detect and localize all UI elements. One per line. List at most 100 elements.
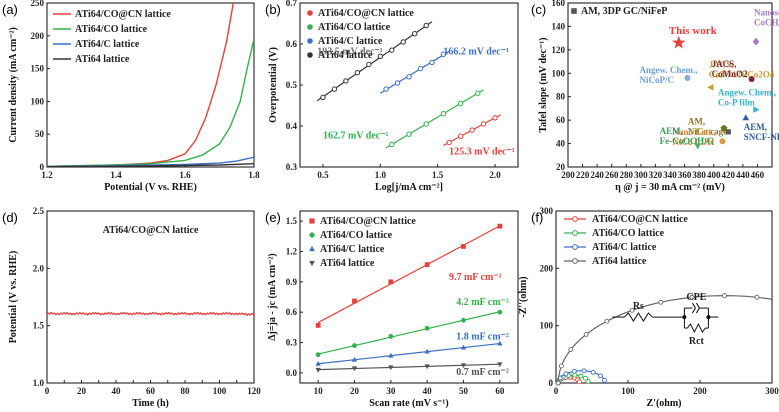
y-tick-label: 140 (552, 21, 566, 31)
point-label-line: SNCF-NR (744, 132, 779, 142)
data-point (377, 53, 384, 59)
x-axis-label: Time (h) (132, 398, 169, 409)
plot-frame (299, 210, 519, 384)
x-tick-label: 30 (386, 386, 396, 396)
circuit-label-rct: Rct (689, 336, 705, 347)
point-label-line: CoCH/NF (754, 18, 779, 28)
y-tick-label: 50 (35, 129, 45, 139)
data-point (694, 143, 701, 150)
y-axis-label: Δj=ja - jc (mA cm⁻²) (267, 253, 278, 340)
data-point (568, 347, 574, 352)
data-point (722, 293, 727, 299)
data-point (307, 24, 313, 30)
y-axis-label: -Z''(ohm) (518, 276, 529, 317)
legend-label: ATi64 lattice (75, 54, 130, 65)
equivalent-circuit: Rs CPE Rct (612, 292, 719, 347)
plot-title: ATi64/CO@CN lattice (103, 225, 199, 236)
x-tick-label: 340 (663, 170, 677, 180)
data-point (460, 344, 467, 350)
fit-line (318, 342, 500, 365)
panel-label: (f) (531, 210, 543, 225)
panel-label: (c) (531, 2, 546, 17)
slope-annotation: 162.7 mV dec⁻¹ (323, 130, 389, 141)
fit-line (385, 89, 484, 149)
y-tick-label: 0.3 (286, 162, 298, 172)
point-label-line: Co-P film (718, 98, 755, 108)
data-point (406, 131, 412, 137)
x-tick-label: 80 (181, 386, 191, 396)
legend-label: ATi64 lattice (592, 256, 647, 267)
point-label-line: NiCo cages (688, 126, 731, 136)
data-point (672, 35, 686, 49)
data-point (572, 372, 578, 378)
point-label-line: Angew. Chem., (639, 65, 697, 75)
point-label: JACS, CoMnO2 (712, 59, 749, 79)
panel-label: (b) (265, 2, 281, 17)
data-point (581, 368, 587, 374)
y-tick-label: 120 (552, 45, 566, 55)
panel-b: 0.5 1.0 1.5 2.0 0.3 0.4 0.5 0.6 0.7 Log[j/mA cm⁻²… (265, 0, 519, 193)
data-point (440, 51, 447, 57)
data-point (497, 309, 503, 315)
data-point (331, 86, 338, 92)
x-tick-label: 360 (678, 170, 692, 180)
data-point (307, 52, 313, 58)
capacitance-annotation: 0.7 mF cm⁻² (456, 367, 509, 378)
panel-a: 1.2 1.4 1.6 1.8 0 50 100 150 200 250 Potential (V … (2, 0, 260, 193)
fit-line (380, 50, 450, 94)
x-tick-label: 0 (45, 386, 50, 396)
data-point (475, 90, 481, 96)
x-axis-label: Z'(ohm) (647, 398, 682, 409)
y-axis-label: Current density (mA cm⁻²) (8, 27, 19, 143)
x-tick-label: 1.5 (432, 170, 444, 180)
legend-label: ATi64/CO@CN lattice (320, 216, 416, 227)
y-tick-label: 80 (556, 92, 566, 102)
legend-label: AM, 3DP GC/NiFeP (581, 6, 667, 17)
data-point (752, 37, 760, 46)
data-point (460, 363, 467, 369)
x-axis-label: Scan rate (mV s⁻¹) (369, 398, 448, 409)
y-tick-label: 100 (31, 96, 45, 106)
x-tick-label: 300 (765, 386, 779, 396)
y-axis-label: Tafel slope (mV dec⁻¹) (538, 37, 549, 132)
point-label: Angew. Chem., Co-P film (718, 88, 776, 108)
legend-marker (572, 230, 578, 236)
y-tick-label: 100 (552, 68, 566, 78)
y-tick-label: 300 (540, 206, 554, 216)
point-label-line: JACS, (712, 59, 737, 69)
data-point (725, 129, 731, 135)
point-label-line: CoMnO2 (712, 69, 749, 79)
slope-annotation: 166.2 mV dec⁻¹ (443, 46, 509, 57)
resistor-rct (687, 322, 709, 334)
x-tick-label: 240 (590, 170, 604, 180)
plot-frame (46, 210, 255, 384)
x-tick-label: 200 (693, 386, 707, 396)
legend-label: ATi64 lattice (320, 258, 375, 269)
point-label: AEM,SNCF-NR (744, 122, 779, 142)
data-point (423, 121, 429, 127)
x-tick-label: 260 (605, 170, 619, 180)
data-point (461, 317, 466, 323)
slope-annotation: 193.5 mV dec⁻¹ (317, 46, 383, 57)
point-label-line: NiCoP/C (639, 75, 674, 85)
panel-f: 0 100 200 300 0 100 200 300 Z'(ohm) -Z''(ohm) (f) A… (518, 206, 779, 409)
y-tick-label: 0.6 (286, 39, 298, 49)
data-point (492, 115, 498, 121)
data-point (424, 325, 430, 331)
x-tick-label: 2.0 (489, 170, 501, 180)
legend-label: ATi64 lattice (318, 50, 373, 61)
legend-label: ATi64/CO lattice (75, 24, 148, 35)
data-point (366, 61, 372, 68)
point-label-line: Nanoscale, (754, 8, 779, 18)
data-point (354, 70, 361, 76)
y-tick-label: 20 (556, 162, 566, 172)
x-tick-label: 1.6 (179, 170, 191, 180)
panel-d: 0 20 40 60 80 100 120 1.0 1.5 2.0 2.5 Time (h) Poten… (2, 206, 261, 409)
point-label-line: Fe-CoOOH/G (660, 136, 714, 146)
capacitance-annotation: 1.8 mF cm⁻² (456, 331, 509, 342)
fit-line (318, 363, 500, 371)
data-point (583, 331, 589, 337)
data-point (598, 373, 603, 379)
data-point (629, 307, 635, 313)
